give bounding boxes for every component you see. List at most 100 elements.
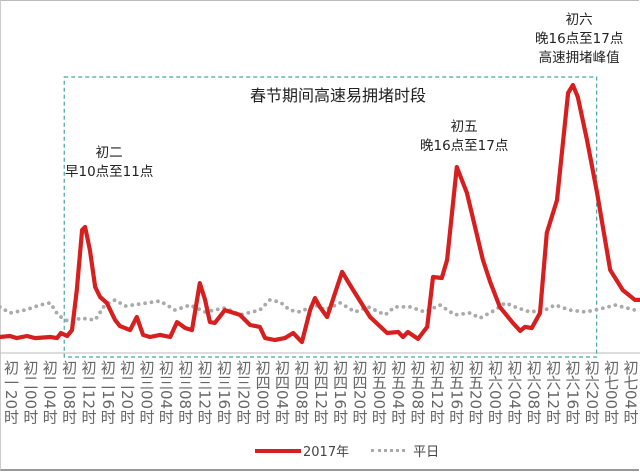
annotation-line: 高速拥堵峰值 bbox=[538, 50, 620, 66]
annotation-chu6: 初六 晚16点至17点 高速拥堵峰值 bbox=[535, 11, 623, 68]
normal-day-dot bbox=[550, 304, 555, 309]
highlight-region-label: 春节期间高速易拥堵时段 bbox=[250, 86, 427, 105]
x-tick-label: 初二08时 bbox=[60, 360, 79, 425]
normal-day-dot bbox=[94, 315, 99, 320]
normal-day-dot bbox=[303, 307, 307, 312]
x-tick-label: 初三16时 bbox=[214, 360, 233, 425]
normal-day-dot bbox=[185, 304, 190, 308]
normal-day-dot bbox=[432, 305, 437, 310]
normal-day-dot bbox=[562, 306, 567, 311]
normal-day-dot bbox=[490, 309, 495, 314]
normal-day-dot bbox=[28, 306, 32, 311]
normal-day-dot bbox=[501, 302, 506, 306]
x-tick-label: 初四12时 bbox=[311, 360, 330, 425]
normal-day-dot bbox=[64, 318, 69, 323]
annotation-line: 初六 bbox=[565, 12, 593, 28]
x-tick-label: 初五12时 bbox=[427, 360, 446, 425]
x-tick-label: 初六00时 bbox=[486, 360, 504, 425]
normal-day-dot bbox=[46, 301, 51, 306]
normal-day-dot bbox=[613, 303, 618, 307]
normal-day-dot bbox=[101, 304, 106, 309]
x-tick-label: 初二12时 bbox=[79, 360, 98, 425]
normal-day-dot bbox=[167, 304, 172, 309]
normal-day-dot bbox=[136, 302, 141, 307]
normal-day-dot bbox=[21, 308, 26, 313]
normal-day-dot bbox=[209, 308, 214, 313]
series-2017-line bbox=[0, 82, 640, 345]
normal-day-dot bbox=[98, 310, 103, 315]
x-tick-label: 初二04时 bbox=[40, 360, 59, 425]
normal-day-dot bbox=[215, 307, 220, 312]
x-tick-label: 初四16时 bbox=[331, 360, 350, 425]
normal-day-dot bbox=[263, 302, 268, 307]
normal-day-dot bbox=[544, 307, 549, 312]
x-tick-label: 初三12时 bbox=[195, 360, 214, 425]
x-tick-label: 初二20时 bbox=[118, 360, 137, 425]
x-tick-label: 初三00时 bbox=[137, 360, 156, 425]
normal-day-dot bbox=[401, 304, 406, 309]
x-tick-label: 初三20时 bbox=[234, 360, 253, 425]
x-tick-label: 初一20时 bbox=[2, 360, 20, 425]
normal-day-dot bbox=[467, 311, 472, 315]
normal-day-dot bbox=[34, 304, 39, 309]
normal-day-dot bbox=[373, 308, 377, 312]
normal-day-dot bbox=[258, 307, 263, 312]
x-tick-label: 初六04时 bbox=[505, 360, 524, 425]
annotation-line: 初五 bbox=[450, 119, 478, 135]
normal-day-dot bbox=[59, 315, 63, 319]
annotation-line: 早10点至11点 bbox=[65, 164, 154, 180]
normal-day-dot bbox=[82, 316, 87, 321]
normal-day-dot bbox=[473, 313, 478, 318]
x-tick-label: 初三08时 bbox=[176, 360, 195, 425]
normal-day-dot bbox=[290, 308, 295, 313]
x-tick-label: 初五16时 bbox=[447, 360, 466, 425]
normal-day-dot bbox=[461, 311, 466, 316]
normal-day-dot bbox=[285, 305, 289, 310]
normal-day-dot bbox=[267, 298, 272, 302]
normal-day-dot bbox=[143, 301, 147, 306]
normal-day-dot bbox=[454, 312, 459, 317]
normal-day-dot bbox=[513, 305, 518, 309]
x-tick-label: 初四08时 bbox=[292, 360, 311, 425]
annotation-chu5: 初五 晚16点至17点 bbox=[420, 118, 508, 156]
normal-day-dot bbox=[607, 304, 611, 309]
normal-day-dot bbox=[395, 304, 399, 309]
normal-day-dot bbox=[420, 309, 425, 313]
x-tick-label: 初四20时 bbox=[350, 360, 369, 425]
normal-day-dot bbox=[179, 306, 183, 310]
normal-day-dot bbox=[632, 308, 637, 312]
legend: 2017年 平日 bbox=[255, 441, 439, 460]
normal-day-dot bbox=[355, 309, 359, 314]
normal-day-dot bbox=[51, 305, 55, 310]
normal-day-dot bbox=[588, 309, 592, 313]
normal-day-dot bbox=[161, 301, 166, 306]
x-tick-label: 初七04时 bbox=[621, 360, 640, 425]
normal-day-dot bbox=[619, 304, 624, 309]
normal-day-dot bbox=[389, 307, 394, 312]
normal-day-dot bbox=[76, 316, 81, 321]
normal-day-dot bbox=[149, 300, 154, 305]
x-tick-label: 初五00时 bbox=[369, 360, 388, 425]
normal-day-dot bbox=[3, 308, 8, 313]
normal-day-dot bbox=[384, 311, 389, 316]
highlight-region-box bbox=[63, 76, 598, 358]
normal-day-dot bbox=[130, 303, 135, 307]
normal-day-dot bbox=[338, 300, 343, 305]
normal-day-dot bbox=[594, 307, 599, 312]
normal-day-dot bbox=[581, 309, 586, 314]
normal-day-dot bbox=[197, 307, 202, 312]
normal-day-dot bbox=[297, 309, 301, 314]
normal-day-dot bbox=[525, 309, 530, 314]
normal-day-dot bbox=[156, 299, 160, 304]
x-tick-label: 初三04时 bbox=[156, 360, 175, 425]
normal-day-dot bbox=[280, 301, 284, 306]
normal-day-dot bbox=[89, 317, 94, 322]
normal-day-dot bbox=[438, 303, 442, 308]
normal-day-dot bbox=[9, 310, 14, 315]
normal-day-dot bbox=[112, 298, 117, 303]
normal-day-dot bbox=[443, 306, 448, 311]
normal-day-dot bbox=[54, 310, 59, 315]
normal-day-dot bbox=[123, 304, 128, 308]
